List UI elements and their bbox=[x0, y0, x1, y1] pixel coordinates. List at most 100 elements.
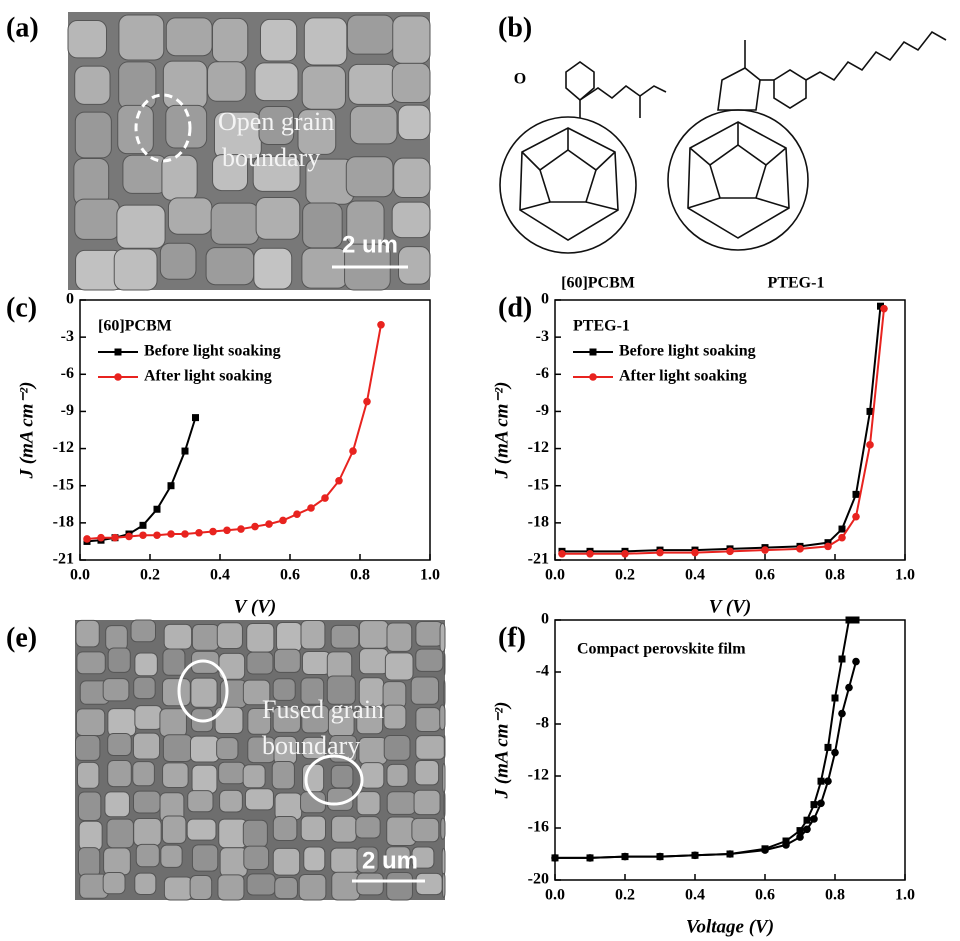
x-tick-label: 0.6 bbox=[280, 567, 300, 584]
marker bbox=[349, 447, 357, 455]
grain bbox=[117, 205, 165, 248]
grain bbox=[357, 792, 380, 815]
grain bbox=[134, 818, 161, 845]
legend-title: [60]PCBM bbox=[98, 318, 172, 335]
grain bbox=[443, 764, 445, 793]
grain bbox=[218, 875, 244, 900]
grain bbox=[108, 734, 132, 756]
grain bbox=[356, 817, 380, 838]
marker bbox=[761, 846, 769, 854]
marker bbox=[168, 482, 175, 489]
x-tick-label: 0.2 bbox=[615, 567, 635, 584]
panel-label: (a) bbox=[6, 12, 39, 43]
grain bbox=[163, 763, 189, 788]
y-axis-label: J (mA cm⁻²) bbox=[16, 382, 37, 480]
grain bbox=[327, 652, 351, 680]
grain bbox=[277, 622, 302, 651]
grain bbox=[108, 709, 136, 736]
annotation: boundary bbox=[262, 731, 360, 760]
grain bbox=[444, 793, 445, 817]
grain bbox=[412, 818, 439, 841]
marker bbox=[852, 513, 860, 521]
marker bbox=[796, 833, 804, 841]
marker bbox=[139, 531, 147, 539]
grain bbox=[255, 63, 298, 101]
marker bbox=[153, 531, 161, 539]
grain bbox=[211, 203, 259, 244]
grain bbox=[76, 620, 99, 646]
x-tick-label: 0.8 bbox=[825, 887, 845, 904]
grain bbox=[384, 705, 406, 729]
grain bbox=[160, 709, 187, 737]
y-tick-label: -21 bbox=[53, 551, 74, 568]
annotation: Compact perovskite film bbox=[577, 641, 746, 658]
marker bbox=[839, 526, 846, 533]
grain bbox=[103, 679, 129, 701]
grain bbox=[164, 877, 192, 900]
grain bbox=[163, 649, 185, 675]
annotation: Open grain bbox=[218, 107, 334, 136]
marker bbox=[761, 546, 769, 554]
grain bbox=[274, 649, 300, 672]
molecule-name: [60]PCBM bbox=[561, 275, 635, 292]
y-tick-label: -9 bbox=[61, 402, 74, 419]
grain bbox=[303, 203, 343, 248]
grain bbox=[220, 790, 243, 812]
grain bbox=[105, 792, 130, 817]
x-tick-label: 1.0 bbox=[895, 567, 915, 584]
marker bbox=[839, 656, 846, 663]
grain bbox=[440, 623, 445, 652]
grain bbox=[275, 793, 302, 820]
marker bbox=[551, 854, 559, 862]
grain bbox=[304, 18, 346, 65]
y-tick-label: -18 bbox=[528, 514, 549, 531]
marker bbox=[831, 749, 839, 757]
grain bbox=[440, 705, 445, 730]
grain bbox=[245, 789, 273, 810]
y-tick-label: -18 bbox=[53, 514, 74, 531]
y-tick-label: 0 bbox=[541, 291, 549, 308]
grain bbox=[119, 62, 156, 109]
grain bbox=[444, 653, 445, 675]
annotation: boundary bbox=[222, 143, 320, 172]
grain bbox=[108, 760, 132, 786]
grain bbox=[247, 874, 275, 895]
grain bbox=[76, 709, 104, 736]
grain bbox=[136, 844, 159, 866]
y-tick-label: -9 bbox=[536, 402, 549, 419]
x-tick-label: 0.0 bbox=[545, 567, 565, 584]
grain bbox=[192, 765, 217, 793]
grain bbox=[416, 622, 443, 647]
molecule-pcbm bbox=[500, 62, 666, 253]
grain bbox=[387, 792, 415, 815]
y-tick-label: -12 bbox=[528, 439, 549, 456]
series-line bbox=[555, 662, 856, 858]
marker bbox=[838, 710, 846, 718]
marker bbox=[377, 321, 385, 329]
marker bbox=[181, 530, 189, 538]
grain bbox=[350, 106, 397, 144]
grain bbox=[256, 198, 300, 240]
grain bbox=[416, 873, 442, 894]
plot-frame bbox=[555, 620, 905, 880]
marker bbox=[209, 528, 217, 536]
marker bbox=[83, 535, 91, 543]
grain bbox=[78, 792, 100, 820]
marker bbox=[182, 448, 189, 455]
grain bbox=[331, 848, 359, 872]
grain bbox=[359, 737, 387, 764]
marker bbox=[335, 477, 343, 485]
grain bbox=[75, 199, 120, 239]
grain bbox=[304, 847, 325, 871]
grain bbox=[161, 845, 182, 867]
legend-title: PTEG-1 bbox=[573, 318, 630, 335]
marker bbox=[852, 658, 860, 666]
grain bbox=[190, 736, 218, 762]
marker bbox=[97, 534, 105, 542]
y-tick-label: -8 bbox=[536, 715, 549, 732]
grain bbox=[360, 649, 389, 674]
legend-label: After light soaking bbox=[619, 368, 747, 385]
grain bbox=[399, 247, 430, 284]
marker bbox=[251, 523, 259, 531]
y-axis-label: J (mA cm⁻²) bbox=[491, 382, 512, 480]
